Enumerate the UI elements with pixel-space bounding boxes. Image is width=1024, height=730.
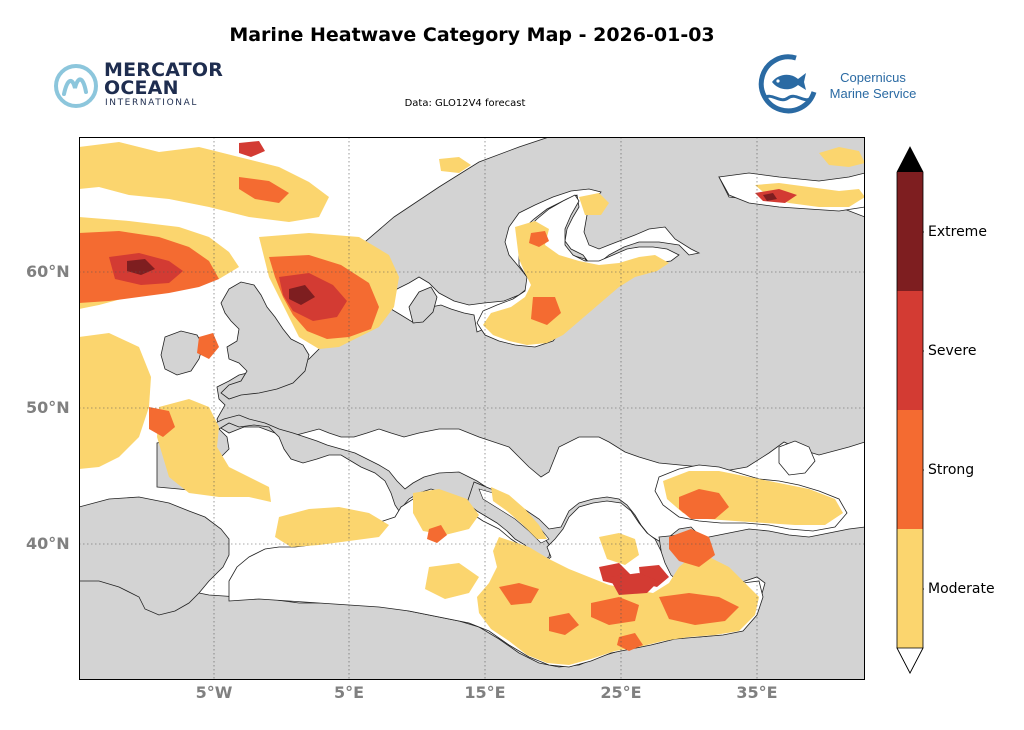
map-gridlines [79, 137, 865, 680]
map-title: Marine Heatwave Category Map - 2026-01-0… [229, 24, 715, 46]
colorbar-moderate [897, 529, 923, 648]
colorbar-max-extension [897, 147, 923, 172]
mercator-ocean-emblem-icon [54, 64, 98, 108]
colorbar-label-severe: Severe [928, 343, 977, 359]
colorbar-severe [897, 291, 923, 410]
heatwave-map [79, 137, 865, 680]
logo-left-line3: INTERNATIONAL [105, 98, 198, 108]
azov-sea [778, 440, 816, 476]
logo-left-line1: MERCATOR [104, 59, 224, 81]
colorbar-label-moderate: Moderate [928, 581, 995, 597]
data-source-caption: Data: GLO12V4 forecast [404, 98, 526, 109]
logo-right-line2: Marine Service [829, 86, 917, 101]
logo-left-line2: OCEAN [104, 77, 179, 99]
colorbar-min-extension [896, 647, 924, 674]
map-frame [79, 137, 865, 680]
mercator-ocean-logo: MERCATOR OCEAN INTERNATIONAL [52, 58, 224, 110]
lat-label-60n: 60°N [26, 262, 70, 281]
lat-label-40n: 40°N [26, 534, 70, 553]
lon-label-35e: 35°E [736, 683, 778, 702]
category-colorbar [896, 146, 924, 674]
colorbar-extreme [897, 172, 923, 291]
land-masses [79, 137, 865, 680]
copernicus-marine-logo: Copernicus Marine Service [756, 52, 926, 116]
lon-label-15e: 15°E [464, 683, 506, 702]
colorbar-label-extreme: Extreme [928, 224, 987, 240]
copernicus-fish-emblem-icon [758, 54, 817, 114]
colorbar-label-strong: Strong [928, 462, 975, 478]
lon-label-5w: 5°W [195, 683, 233, 702]
lon-label-25e: 25°E [600, 683, 642, 702]
logo-right-line1: Copernicus [840, 70, 906, 85]
extreme-heatwave-areas [127, 193, 777, 305]
lat-label-50n: 50°N [26, 398, 70, 417]
lon-label-5e: 5°E [333, 683, 365, 702]
colorbar-strong [897, 410, 923, 529]
